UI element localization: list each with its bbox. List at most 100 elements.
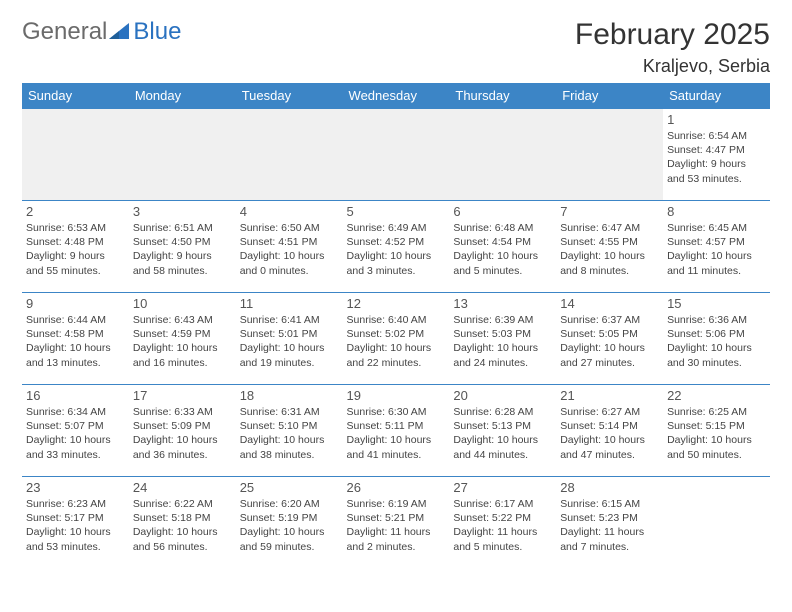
logo-word-2: Blue <box>133 18 181 46</box>
day-number: 13 <box>453 296 552 311</box>
weekday-header: Friday <box>556 83 663 109</box>
calendar-day: 6 Sunrise: 6:48 AMSunset: 4:54 PMDaylight… <box>449 201 556 293</box>
weekday-header: Wednesday <box>343 83 450 109</box>
calendar-day: 15 Sunrise: 6:36 AMSunset: 5:06 PMDayligh… <box>663 293 770 385</box>
day-info: Sunrise: 6:15 AMSunset: 5:23 PMDaylight:… <box>560 497 659 554</box>
day-number: 27 <box>453 480 552 495</box>
day-number: 15 <box>667 296 766 311</box>
calendar-day: 28 Sunrise: 6:15 AMSunset: 5:23 PMDayligh… <box>556 477 663 569</box>
logo-word-1: General <box>22 18 107 46</box>
day-info: Sunrise: 6:28 AMSunset: 5:13 PMDaylight:… <box>453 405 552 462</box>
day-info: Sunrise: 6:19 AMSunset: 5:21 PMDaylight:… <box>347 497 446 554</box>
weekday-header: Saturday <box>663 83 770 109</box>
calendar-week: 16 Sunrise: 6:34 AMSunset: 5:07 PMDayligh… <box>22 385 770 477</box>
day-info: Sunrise: 6:47 AMSunset: 4:55 PMDaylight:… <box>560 221 659 278</box>
day-number: 12 <box>347 296 446 311</box>
title-block: February 2025 Kraljevo, Serbia <box>575 18 770 77</box>
day-info: Sunrise: 6:17 AMSunset: 5:22 PMDaylight:… <box>453 497 552 554</box>
day-info: Sunrise: 6:54 AMSunset: 4:47 PMDaylight:… <box>667 129 766 186</box>
calendar-empty-cell <box>343 109 450 201</box>
day-info: Sunrise: 6:25 AMSunset: 5:15 PMDaylight:… <box>667 405 766 462</box>
day-info: Sunrise: 6:41 AMSunset: 5:01 PMDaylight:… <box>240 313 339 370</box>
day-number: 16 <box>26 388 125 403</box>
calendar-day: 27 Sunrise: 6:17 AMSunset: 5:22 PMDayligh… <box>449 477 556 569</box>
calendar-week: 9 Sunrise: 6:44 AMSunset: 4:58 PMDaylight… <box>22 293 770 385</box>
calendar-day: 14 Sunrise: 6:37 AMSunset: 5:05 PMDayligh… <box>556 293 663 385</box>
day-number: 11 <box>240 296 339 311</box>
day-number: 26 <box>347 480 446 495</box>
day-number: 1 <box>667 112 766 127</box>
weekday-header: Thursday <box>449 83 556 109</box>
day-info: Sunrise: 6:49 AMSunset: 4:52 PMDaylight:… <box>347 221 446 278</box>
header: General Blue February 2025 Kraljevo, Ser… <box>22 18 770 77</box>
calendar-day: 13 Sunrise: 6:39 AMSunset: 5:03 PMDayligh… <box>449 293 556 385</box>
calendar-header: SundayMondayTuesdayWednesdayThursdayFrid… <box>22 83 770 109</box>
day-number: 20 <box>453 388 552 403</box>
day-number: 2 <box>26 204 125 219</box>
calendar-day: 16 Sunrise: 6:34 AMSunset: 5:07 PMDayligh… <box>22 385 129 477</box>
day-number: 4 <box>240 204 339 219</box>
day-info: Sunrise: 6:51 AMSunset: 4:50 PMDaylight:… <box>133 221 232 278</box>
day-number: 18 <box>240 388 339 403</box>
day-number: 21 <box>560 388 659 403</box>
calendar-day: 26 Sunrise: 6:19 AMSunset: 5:21 PMDayligh… <box>343 477 450 569</box>
calendar-day: 25Sunrise: 6:20 AMSunset: 5:19 PMDayligh… <box>236 477 343 569</box>
calendar-day: 19Sunrise: 6:30 AMSunset: 5:11 PMDayligh… <box>343 385 450 477</box>
calendar-day: 4 Sunrise: 6:50 AMSunset: 4:51 PMDaylight… <box>236 201 343 293</box>
calendar-day: 22 Sunrise: 6:25 AMSunset: 5:15 PMDayligh… <box>663 385 770 477</box>
weekday-header: Sunday <box>22 83 129 109</box>
month-title: February 2025 <box>575 18 770 52</box>
day-info: Sunrise: 6:31 AMSunset: 5:10 PMDaylight:… <box>240 405 339 462</box>
day-number: 9 <box>26 296 125 311</box>
calendar-day: 8 Sunrise: 6:45 AMSunset: 4:57 PMDaylight… <box>663 201 770 293</box>
day-info: Sunrise: 6:37 AMSunset: 5:05 PMDaylight:… <box>560 313 659 370</box>
calendar-day: 23 Sunrise: 6:23 AMSunset: 5:17 PMDayligh… <box>22 477 129 569</box>
calendar-empty-cell <box>129 109 236 201</box>
day-info: Sunrise: 6:53 AMSunset: 4:48 PMDaylight:… <box>26 221 125 278</box>
calendar-empty-cell <box>22 109 129 201</box>
day-number: 6 <box>453 204 552 219</box>
day-info: Sunrise: 6:36 AMSunset: 5:06 PMDaylight:… <box>667 313 766 370</box>
day-info: Sunrise: 6:45 AMSunset: 4:57 PMDaylight:… <box>667 221 766 278</box>
weekday-header: Tuesday <box>236 83 343 109</box>
weekday-header: Monday <box>129 83 236 109</box>
calendar-body: 1 Sunrise: 6:54 AMSunset: 4:47 PMDaylight… <box>22 109 770 569</box>
day-number: 14 <box>560 296 659 311</box>
day-number: 8 <box>667 204 766 219</box>
day-info: Sunrise: 6:27 AMSunset: 5:14 PMDaylight:… <box>560 405 659 462</box>
calendar-day: 24 Sunrise: 6:22 AMSunset: 5:18 PMDayligh… <box>129 477 236 569</box>
calendar-day: 17 Sunrise: 6:33 AMSunset: 5:09 PMDayligh… <box>129 385 236 477</box>
calendar-empty-cell <box>663 477 770 569</box>
day-number: 28 <box>560 480 659 495</box>
calendar-empty-cell <box>236 109 343 201</box>
day-info: Sunrise: 6:39 AMSunset: 5:03 PMDaylight:… <box>453 313 552 370</box>
logo-sail-icon <box>109 23 131 41</box>
calendar-day: 12Sunrise: 6:40 AMSunset: 5:02 PMDayligh… <box>343 293 450 385</box>
day-number: 7 <box>560 204 659 219</box>
day-info: Sunrise: 6:43 AMSunset: 4:59 PMDaylight:… <box>133 313 232 370</box>
day-info: Sunrise: 6:30 AMSunset: 5:11 PMDaylight:… <box>347 405 446 462</box>
calendar-day: 1 Sunrise: 6:54 AMSunset: 4:47 PMDaylight… <box>663 109 770 201</box>
calendar-empty-cell <box>449 109 556 201</box>
day-number: 5 <box>347 204 446 219</box>
calendar-day: 10Sunrise: 6:43 AMSunset: 4:59 PMDayligh… <box>129 293 236 385</box>
calendar-empty-cell <box>556 109 663 201</box>
calendar-day: 5 Sunrise: 6:49 AMSunset: 4:52 PMDaylight… <box>343 201 450 293</box>
day-info: Sunrise: 6:48 AMSunset: 4:54 PMDaylight:… <box>453 221 552 278</box>
day-info: Sunrise: 6:23 AMSunset: 5:17 PMDaylight:… <box>26 497 125 554</box>
calendar-day: 11 Sunrise: 6:41 AMSunset: 5:01 PMDayligh… <box>236 293 343 385</box>
day-number: 17 <box>133 388 232 403</box>
day-info: Sunrise: 6:34 AMSunset: 5:07 PMDaylight:… <box>26 405 125 462</box>
calendar-day: 18 Sunrise: 6:31 AMSunset: 5:10 PMDayligh… <box>236 385 343 477</box>
calendar: SundayMondayTuesdayWednesdayThursdayFrid… <box>22 83 770 569</box>
day-info: Sunrise: 6:50 AMSunset: 4:51 PMDaylight:… <box>240 221 339 278</box>
day-number: 23 <box>26 480 125 495</box>
day-number: 25 <box>240 480 339 495</box>
day-info: Sunrise: 6:33 AMSunset: 5:09 PMDaylight:… <box>133 405 232 462</box>
day-number: 24 <box>133 480 232 495</box>
day-info: Sunrise: 6:44 AMSunset: 4:58 PMDaylight:… <box>26 313 125 370</box>
calendar-day: 3Sunrise: 6:51 AMSunset: 4:50 PMDaylight… <box>129 201 236 293</box>
day-number: 22 <box>667 388 766 403</box>
calendar-week: 23 Sunrise: 6:23 AMSunset: 5:17 PMDayligh… <box>22 477 770 569</box>
day-info: Sunrise: 6:22 AMSunset: 5:18 PMDaylight:… <box>133 497 232 554</box>
